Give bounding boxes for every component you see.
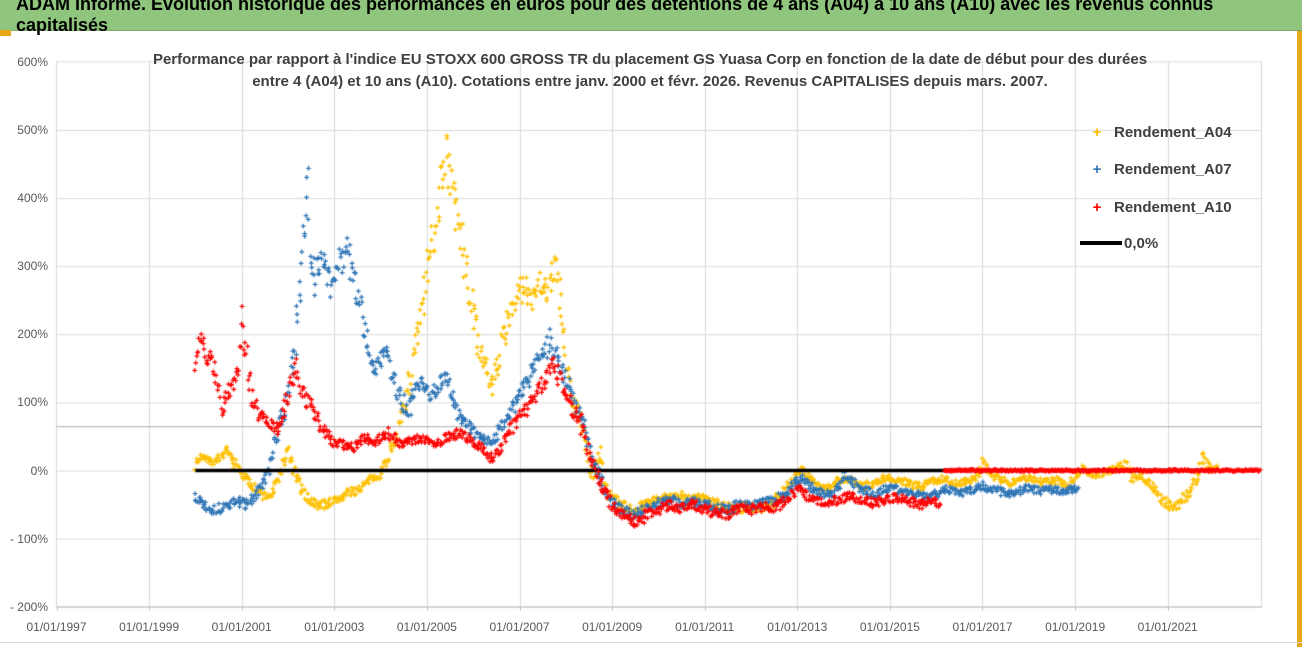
- zero-line-icon: [1080, 241, 1122, 245]
- y-axis-label: 0%: [30, 463, 48, 478]
- x-axis-label: 01/01/2005: [396, 620, 457, 634]
- chart-title-line2: entre 4 (A04) et 10 ans (A10). Cotations…: [252, 73, 1048, 90]
- x-axis-label: 01/01/2009: [582, 620, 643, 634]
- y-axis-label: 600%: [17, 54, 48, 69]
- x-axis-label: 01/01/2003: [304, 620, 365, 634]
- legend-label: Rendement_A07: [1114, 160, 1232, 178]
- plus-marker-icon: +: [1092, 198, 1102, 216]
- x-axis-label: 01/01/2021: [1137, 620, 1198, 634]
- y-axis-label: - 200%: [9, 599, 48, 614]
- y-axis-label: 300%: [17, 259, 48, 274]
- x-axis-label: 01/01/2011: [675, 620, 735, 634]
- y-axis-label: 500%: [17, 123, 48, 137]
- legend-label: Rendement_A04: [1114, 123, 1232, 141]
- frame-accent-top-left: [0, 30, 11, 36]
- y-axis-label: - 100%: [9, 531, 48, 546]
- legend-label: 0,0%: [1124, 234, 1159, 252]
- x-axis-label: 01/01/1999: [119, 620, 180, 634]
- y-axis-label: 400%: [17, 191, 48, 206]
- legend-item-zero-line: 0,0%: [1080, 232, 1158, 254]
- y-axis-label: 200%: [17, 327, 48, 342]
- legend-item-a07: + Rendement_A07: [1080, 158, 1232, 180]
- x-axis-label: 01/01/2017: [952, 620, 1013, 634]
- legend-item-a04: + Rendement_A04: [1080, 121, 1232, 143]
- plus-marker-icon: +: [1092, 160, 1102, 178]
- plus-marker-icon: +: [1092, 123, 1102, 141]
- y-axis-label: 100%: [17, 395, 48, 410]
- x-axis-label: 01/01/1997: [26, 620, 87, 634]
- legend-item-a10: + Rendement_A10: [1080, 196, 1232, 218]
- x-axis-label: 01/01/2015: [859, 620, 920, 634]
- x-axis-label: 01/01/2001: [211, 620, 272, 634]
- legend-label: Rendement_A10: [1114, 198, 1232, 216]
- x-axis-label: 01/01/2019: [1045, 620, 1106, 634]
- right-scrollbar[interactable]: [1297, 31, 1302, 647]
- chart-title-line1: Performance par rapport à l'indice EU ST…: [152, 51, 1148, 68]
- x-axis-label: 01/01/2013: [767, 620, 828, 634]
- bottom-divider: [0, 642, 1302, 643]
- chart-title: Performance par rapport à l'indice EU ST…: [140, 49, 1160, 93]
- x-axis-label: 01/01/2007: [489, 620, 550, 634]
